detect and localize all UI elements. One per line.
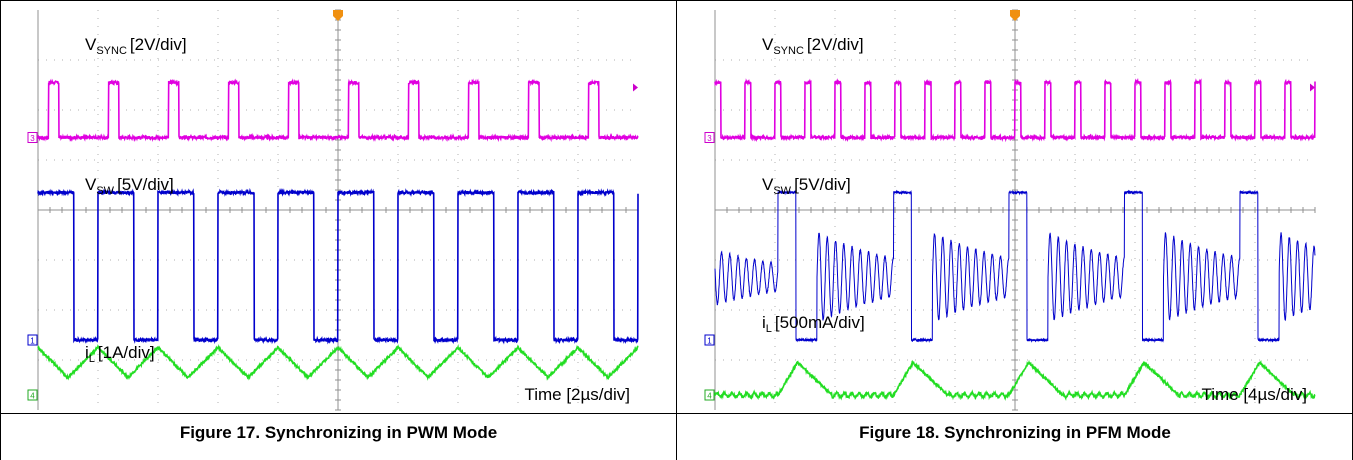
label-scale: [5V/div] [794, 175, 851, 194]
label-subscript: SW [96, 185, 114, 197]
channel-marker-box [704, 132, 715, 143]
time-scale-label: Time [4µs/div] [1201, 385, 1307, 404]
figure-caption-rule [0, 413, 677, 414]
label-subscript: SYNC [773, 45, 804, 57]
trigger-level-marker [633, 83, 638, 92]
vsw-label: VSW [5V/div] [762, 175, 851, 197]
il-label: iL [1A/div] [85, 343, 155, 365]
channel-marker: 4 [27, 389, 38, 401]
figure-17-panel: 3 1 4 VSYNC [2V/div] VSW [5V/div] iL [1A/div] Tim… [0, 0, 677, 460]
channel-marker-label: 4 [707, 392, 712, 401]
channel-marker-box [704, 334, 715, 346]
channel-marker-box [27, 334, 38, 346]
label-main: i [762, 313, 766, 332]
label-scale: [5V/div] [117, 175, 174, 194]
figure-divider [676, 0, 677, 460]
channel-marker: 3 [704, 132, 715, 143]
channel-marker-box [27, 389, 38, 401]
label-main: i [85, 343, 89, 362]
label-main: V [85, 175, 97, 194]
il-label: iL [500mA/div] [762, 313, 865, 335]
label-subscript: SYNC [96, 45, 127, 57]
trigger-marker [333, 10, 343, 21]
figure-border-top [0, 0, 677, 1]
label-subscript: L [766, 323, 772, 335]
figure-caption: Figure 17. Synchronizing in PWM Mode [179, 423, 498, 442]
trace-il [37, 343, 639, 381]
channel-marker: 4 [704, 389, 715, 401]
figure-caption: Figure 18. Synchronizing in PFM Mode [859, 423, 1171, 442]
channel-marker: 1 [27, 334, 38, 346]
channel-marker-label: 1 [707, 337, 712, 346]
channel-marker-box [27, 132, 38, 143]
trace-vsync [714, 77, 1316, 143]
channel-marker-label: 4 [30, 392, 35, 401]
channel-marker-label: 3 [30, 134, 35, 143]
figure-border-left [0, 0, 1, 460]
channel-marker-box [704, 389, 715, 401]
trace-vsw [714, 189, 1316, 344]
vsync-label: VSYNC [2V/div] [762, 35, 864, 57]
channel-marker-label: 3 [707, 134, 712, 143]
trace-il [714, 359, 1316, 401]
label-scale: [2V/div] [130, 35, 187, 54]
vsync-label: VSYNC [2V/div] [85, 35, 187, 57]
trace-vsync [37, 78, 639, 143]
label-scale: [2V/div] [807, 35, 864, 54]
label-subscript: L [89, 353, 95, 365]
graticule [714, 9, 1316, 411]
label-scale: [1A/div] [98, 343, 155, 362]
figure-18-panel: 3 1 4 VSYNC [2V/div] VSW [5V/div] iL [500mA/div]… [677, 0, 1353, 460]
label-main: V [762, 35, 774, 54]
label-main: V [85, 35, 97, 54]
trigger-level-marker [1310, 83, 1315, 92]
time-scale-label: Time [2µs/div] [524, 385, 630, 404]
figure-border-top [677, 0, 1353, 1]
channel-marker: 3 [27, 132, 38, 143]
vsw-label: VSW [5V/div] [85, 175, 174, 197]
channel-marker: 1 [704, 334, 715, 346]
channel-marker-label: 1 [30, 337, 35, 346]
label-subscript: SW [773, 185, 791, 197]
trigger-marker [1010, 10, 1020, 21]
label-main: V [762, 175, 774, 194]
trace-vsw [37, 187, 639, 345]
label-scale: [500mA/div] [775, 313, 865, 332]
figure-caption-rule [677, 413, 1353, 414]
